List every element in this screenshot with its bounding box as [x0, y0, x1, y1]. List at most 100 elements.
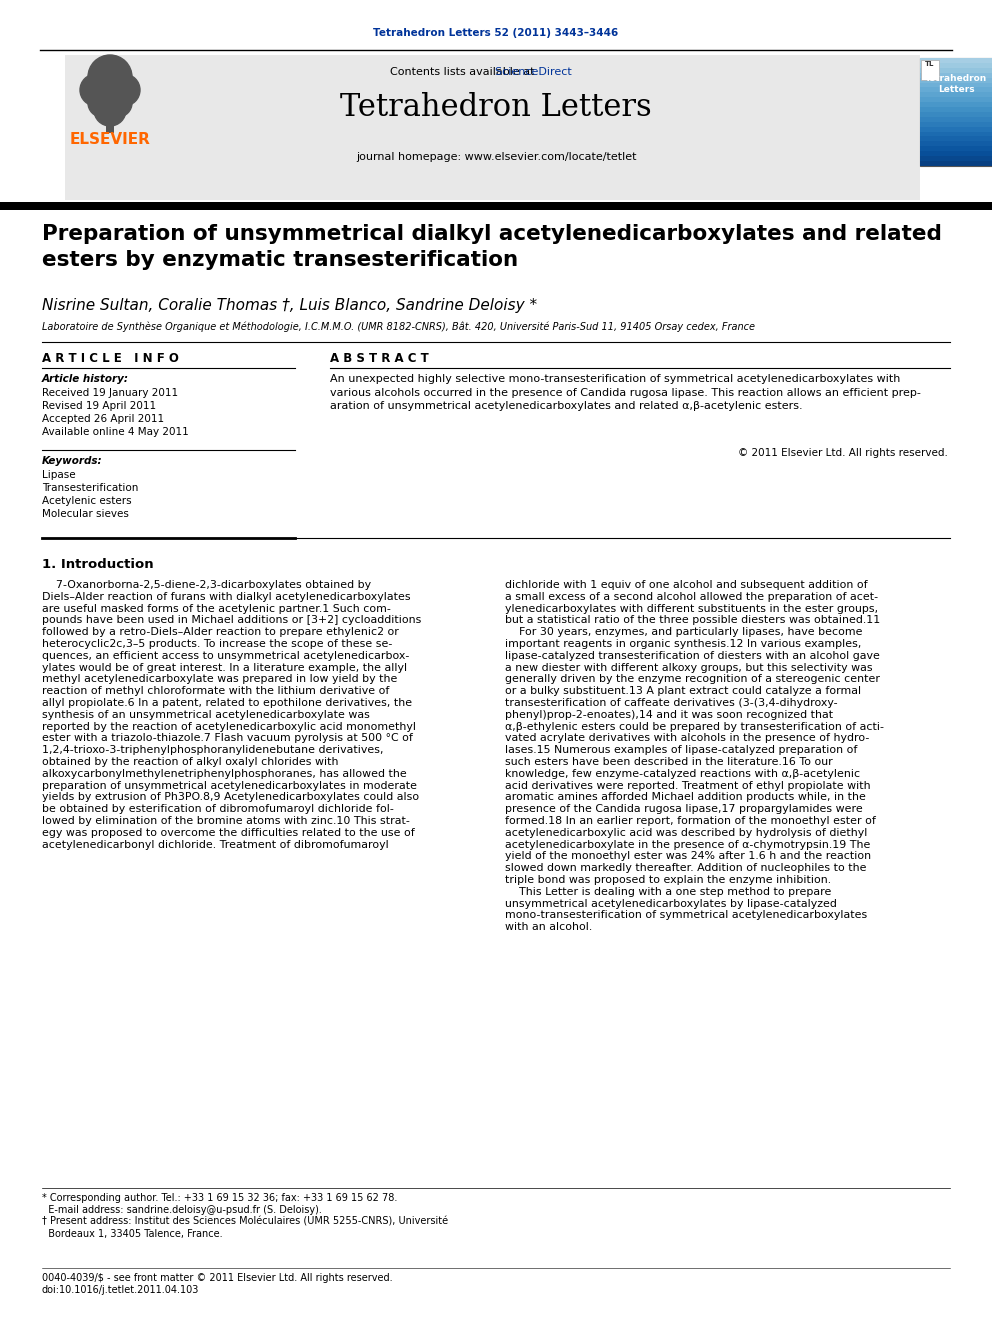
Bar — [920, 93, 992, 98]
Bar — [920, 142, 992, 147]
Bar — [920, 131, 992, 136]
Text: ester with a triazolo-thiazole.7 Flash vacuum pyrolysis at 500 °C of: ester with a triazolo-thiazole.7 Flash v… — [42, 733, 413, 744]
Text: mono-transesterification of symmetrical acetylenedicarboxylates: mono-transesterification of symmetrical … — [505, 910, 867, 921]
Text: such esters have been described in the literature.16 To our: such esters have been described in the l… — [505, 757, 832, 767]
Bar — [920, 78, 992, 82]
Text: a new diester with different alkoxy groups, but this selectivity was: a new diester with different alkoxy grou… — [505, 663, 873, 672]
Text: egy was proposed to overcome the difficulties related to the use of: egy was proposed to overcome the difficu… — [42, 828, 415, 837]
Text: acetylenedicarbonyl dichloride. Treatment of dibromofumaroyl: acetylenedicarbonyl dichloride. Treatmen… — [42, 840, 389, 849]
Text: Laboratoire de Synthèse Organique et Méthodologie, I.C.M.M.O. (UMR 8182-CNRS), B: Laboratoire de Synthèse Organique et Mét… — [42, 321, 755, 332]
Text: 1,2,4-trioxo-3-triphenylphosphoranylidenebutane derivatives,: 1,2,4-trioxo-3-triphenylphosphoranyliden… — [42, 745, 384, 755]
Text: 0040-4039/$ - see front matter © 2011 Elsevier Ltd. All rights reserved.: 0040-4039/$ - see front matter © 2011 El… — [42, 1273, 393, 1283]
Text: ScienceDirect: ScienceDirect — [390, 67, 571, 77]
Text: Received 19 January 2011: Received 19 January 2011 — [42, 388, 179, 398]
Bar — [920, 122, 992, 127]
Text: are useful masked forms of the acetylenic partner.1 Such com-: are useful masked forms of the acetyleni… — [42, 603, 391, 614]
Bar — [920, 87, 992, 93]
Bar — [0, 202, 992, 210]
Text: yields by extrusion of Ph3PO.8,9 Acetylenedicarboxylates could also: yields by extrusion of Ph3PO.8,9 Acetyle… — [42, 792, 420, 803]
Text: phenyl)prop-2-enoates),14 and it was soon recognized that: phenyl)prop-2-enoates),14 and it was soo… — [505, 710, 833, 720]
Text: This Letter is dealing with a one step method to prepare: This Letter is dealing with a one step m… — [505, 886, 831, 897]
Text: methyl acetylenedicarboxylate was prepared in low yield by the: methyl acetylenedicarboxylate was prepar… — [42, 675, 398, 684]
Bar — [920, 102, 992, 107]
Text: Transesterification: Transesterification — [42, 483, 138, 493]
Text: vated acrylate derivatives with alcohols in the presence of hydro-: vated acrylate derivatives with alcohols… — [505, 733, 869, 744]
Text: Tetrahedron
Letters: Tetrahedron Letters — [925, 74, 987, 94]
Text: knowledge, few enzyme-catalyzed reactions with α,β-acetylenic: knowledge, few enzyme-catalyzed reaction… — [505, 769, 860, 779]
Bar — [920, 58, 992, 64]
Text: reported by the reaction of acetylenedicarboxylic acid monomethyl: reported by the reaction of acetylenedic… — [42, 721, 416, 732]
Text: ylenedicarboxylates with different substituents in the ester groups,: ylenedicarboxylates with different subst… — [505, 603, 878, 614]
Text: Diels–Alder reaction of furans with dialkyl acetylenedicarboxylates: Diels–Alder reaction of furans with dial… — [42, 591, 411, 602]
Text: pounds have been used in Michael additions or [3+2] cycloadditions: pounds have been used in Michael additio… — [42, 615, 422, 626]
Bar — [920, 107, 992, 112]
Text: but a statistical ratio of the three possible diesters was obtained.11: but a statistical ratio of the three pos… — [505, 615, 880, 626]
Text: dichloride with 1 equiv of one alcohol and subsequent addition of: dichloride with 1 equiv of one alcohol a… — [505, 579, 868, 590]
Text: * Corresponding author. Tel.: +33 1 69 15 32 36; fax: +33 1 69 15 62 78.: * Corresponding author. Tel.: +33 1 69 1… — [42, 1193, 398, 1203]
Text: Keywords:: Keywords: — [42, 456, 102, 466]
Text: Contents lists available at: Contents lists available at — [390, 67, 538, 77]
Text: important reagents in organic synthesis.12 In various examples,: important reagents in organic synthesis.… — [505, 639, 861, 650]
Text: For 30 years, enzymes, and particularly lipases, have become: For 30 years, enzymes, and particularly … — [505, 627, 862, 638]
Circle shape — [88, 89, 116, 116]
Text: preparation of unsymmetrical acetylenedicarboxylates in moderate: preparation of unsymmetrical acetylenedi… — [42, 781, 417, 791]
Text: quences, an efficient access to unsymmetrical acetylenedicarbox-: quences, an efficient access to unsymmet… — [42, 651, 410, 660]
Bar — [920, 112, 992, 116]
Text: acetylenedicarboxylic acid was described by hydrolysis of diethyl: acetylenedicarboxylic acid was described… — [505, 828, 867, 837]
Text: triple bond was proposed to explain the enzyme inhibition.: triple bond was proposed to explain the … — [505, 875, 831, 885]
Text: Nisrine Sultan, Coralie Thomas †, Luis Blanco, Sandrine Deloisy *: Nisrine Sultan, Coralie Thomas †, Luis B… — [42, 298, 537, 314]
Text: slowed down markedly thereafter. Addition of nucleophiles to the: slowed down markedly thereafter. Additio… — [505, 863, 866, 873]
Text: with an alcohol.: with an alcohol. — [505, 922, 592, 933]
Text: a small excess of a second alcohol allowed the preparation of acet-: a small excess of a second alcohol allow… — [505, 591, 878, 602]
Text: acetylenedicarboxylate in the presence of α-chymotrypsin.19 The: acetylenedicarboxylate in the presence o… — [505, 840, 870, 849]
Text: ylates would be of great interest. In a literature example, the allyl: ylates would be of great interest. In a … — [42, 663, 407, 672]
Bar — [920, 67, 992, 73]
Text: A R T I C L E   I N F O: A R T I C L E I N F O — [42, 352, 179, 365]
Text: lowed by elimination of the bromine atoms with zinc.10 This strat-: lowed by elimination of the bromine atom… — [42, 816, 410, 826]
Text: Available online 4 May 2011: Available online 4 May 2011 — [42, 427, 188, 437]
Text: lipase-catalyzed transesterification of diesters with an alcohol gave: lipase-catalyzed transesterification of … — [505, 651, 880, 660]
Text: An unexpected highly selective mono-transesterification of symmetrical acetylene: An unexpected highly selective mono-tran… — [330, 374, 921, 411]
Text: 7-Oxanorborna-2,5-diene-2,3-dicarboxylates obtained by: 7-Oxanorborna-2,5-diene-2,3-dicarboxylat… — [42, 579, 371, 590]
Circle shape — [80, 74, 112, 106]
Bar — [920, 147, 992, 151]
Bar — [920, 151, 992, 156]
Bar — [65, 56, 920, 200]
Text: Acetylenic esters: Acetylenic esters — [42, 496, 132, 505]
Text: E-mail address: sandrine.deloisy@u-psud.fr (S. Deloisy).: E-mail address: sandrine.deloisy@u-psud.… — [42, 1205, 321, 1215]
Bar — [920, 97, 992, 102]
Circle shape — [108, 74, 140, 106]
Text: A B S T R A C T: A B S T R A C T — [330, 352, 429, 365]
Bar — [920, 58, 992, 165]
Text: obtained by the reaction of alkyl oxalyl chlorides with: obtained by the reaction of alkyl oxalyl… — [42, 757, 338, 767]
Bar — [920, 116, 992, 122]
Text: lases.15 Numerous examples of lipase-catalyzed preparation of: lases.15 Numerous examples of lipase-cat… — [505, 745, 857, 755]
Bar — [920, 73, 992, 78]
Text: transesterification of caffeate derivatives (3-(3,4-dihydroxy-: transesterification of caffeate derivati… — [505, 699, 837, 708]
Text: ELSEVIER: ELSEVIER — [69, 132, 151, 147]
Text: 1. Introduction: 1. Introduction — [42, 558, 154, 572]
Text: synthesis of an unsymmetrical acetylenedicarboxylate was: synthesis of an unsymmetrical acetylened… — [42, 710, 370, 720]
Bar — [920, 127, 992, 131]
Text: presence of the Candida rugosa lipase,17 propargylamides were: presence of the Candida rugosa lipase,17… — [505, 804, 863, 814]
Bar — [920, 156, 992, 161]
Bar — [921, 60, 939, 79]
Text: © 2011 Elsevier Ltd. All rights reserved.: © 2011 Elsevier Ltd. All rights reserved… — [738, 448, 948, 458]
Text: unsymmetrical acetylenedicarboxylates by lipase-catalyzed: unsymmetrical acetylenedicarboxylates by… — [505, 898, 837, 909]
Text: Tetrahedron Letters: Tetrahedron Letters — [340, 93, 652, 123]
Text: Accepted 26 April 2011: Accepted 26 April 2011 — [42, 414, 164, 423]
Text: acid derivatives were reported. Treatment of ethyl propiolate with: acid derivatives were reported. Treatmen… — [505, 781, 871, 791]
Text: TL: TL — [926, 61, 934, 67]
Text: α,β-ethylenic esters could be prepared by transesterification of acti-: α,β-ethylenic esters could be prepared b… — [505, 721, 884, 732]
Text: aromatic amines afforded Michael addition products while, in the: aromatic amines afforded Michael additio… — [505, 792, 866, 803]
Text: alkoxycarbonylmethylenetriphenylphosphoranes, has allowed the: alkoxycarbonylmethylenetriphenylphosphor… — [42, 769, 407, 779]
Circle shape — [88, 56, 132, 99]
Text: reaction of methyl chloroformate with the lithium derivative of: reaction of methyl chloroformate with th… — [42, 687, 390, 696]
Bar — [920, 136, 992, 142]
Text: followed by a retro-Diels–Alder reaction to prepare ethylenic2 or: followed by a retro-Diels–Alder reaction… — [42, 627, 399, 638]
Text: formed.18 In an earlier report, formation of the monoethyl ester of: formed.18 In an earlier report, formatio… — [505, 816, 876, 826]
Text: allyl propiolate.6 In a patent, related to epothilone derivatives, the: allyl propiolate.6 In a patent, related … — [42, 699, 412, 708]
Text: Article history:: Article history: — [42, 374, 129, 384]
Text: Lipase: Lipase — [42, 470, 75, 480]
Text: be obtained by esterification of dibromofumaroyl dichloride fol-: be obtained by esterification of dibromo… — [42, 804, 394, 814]
